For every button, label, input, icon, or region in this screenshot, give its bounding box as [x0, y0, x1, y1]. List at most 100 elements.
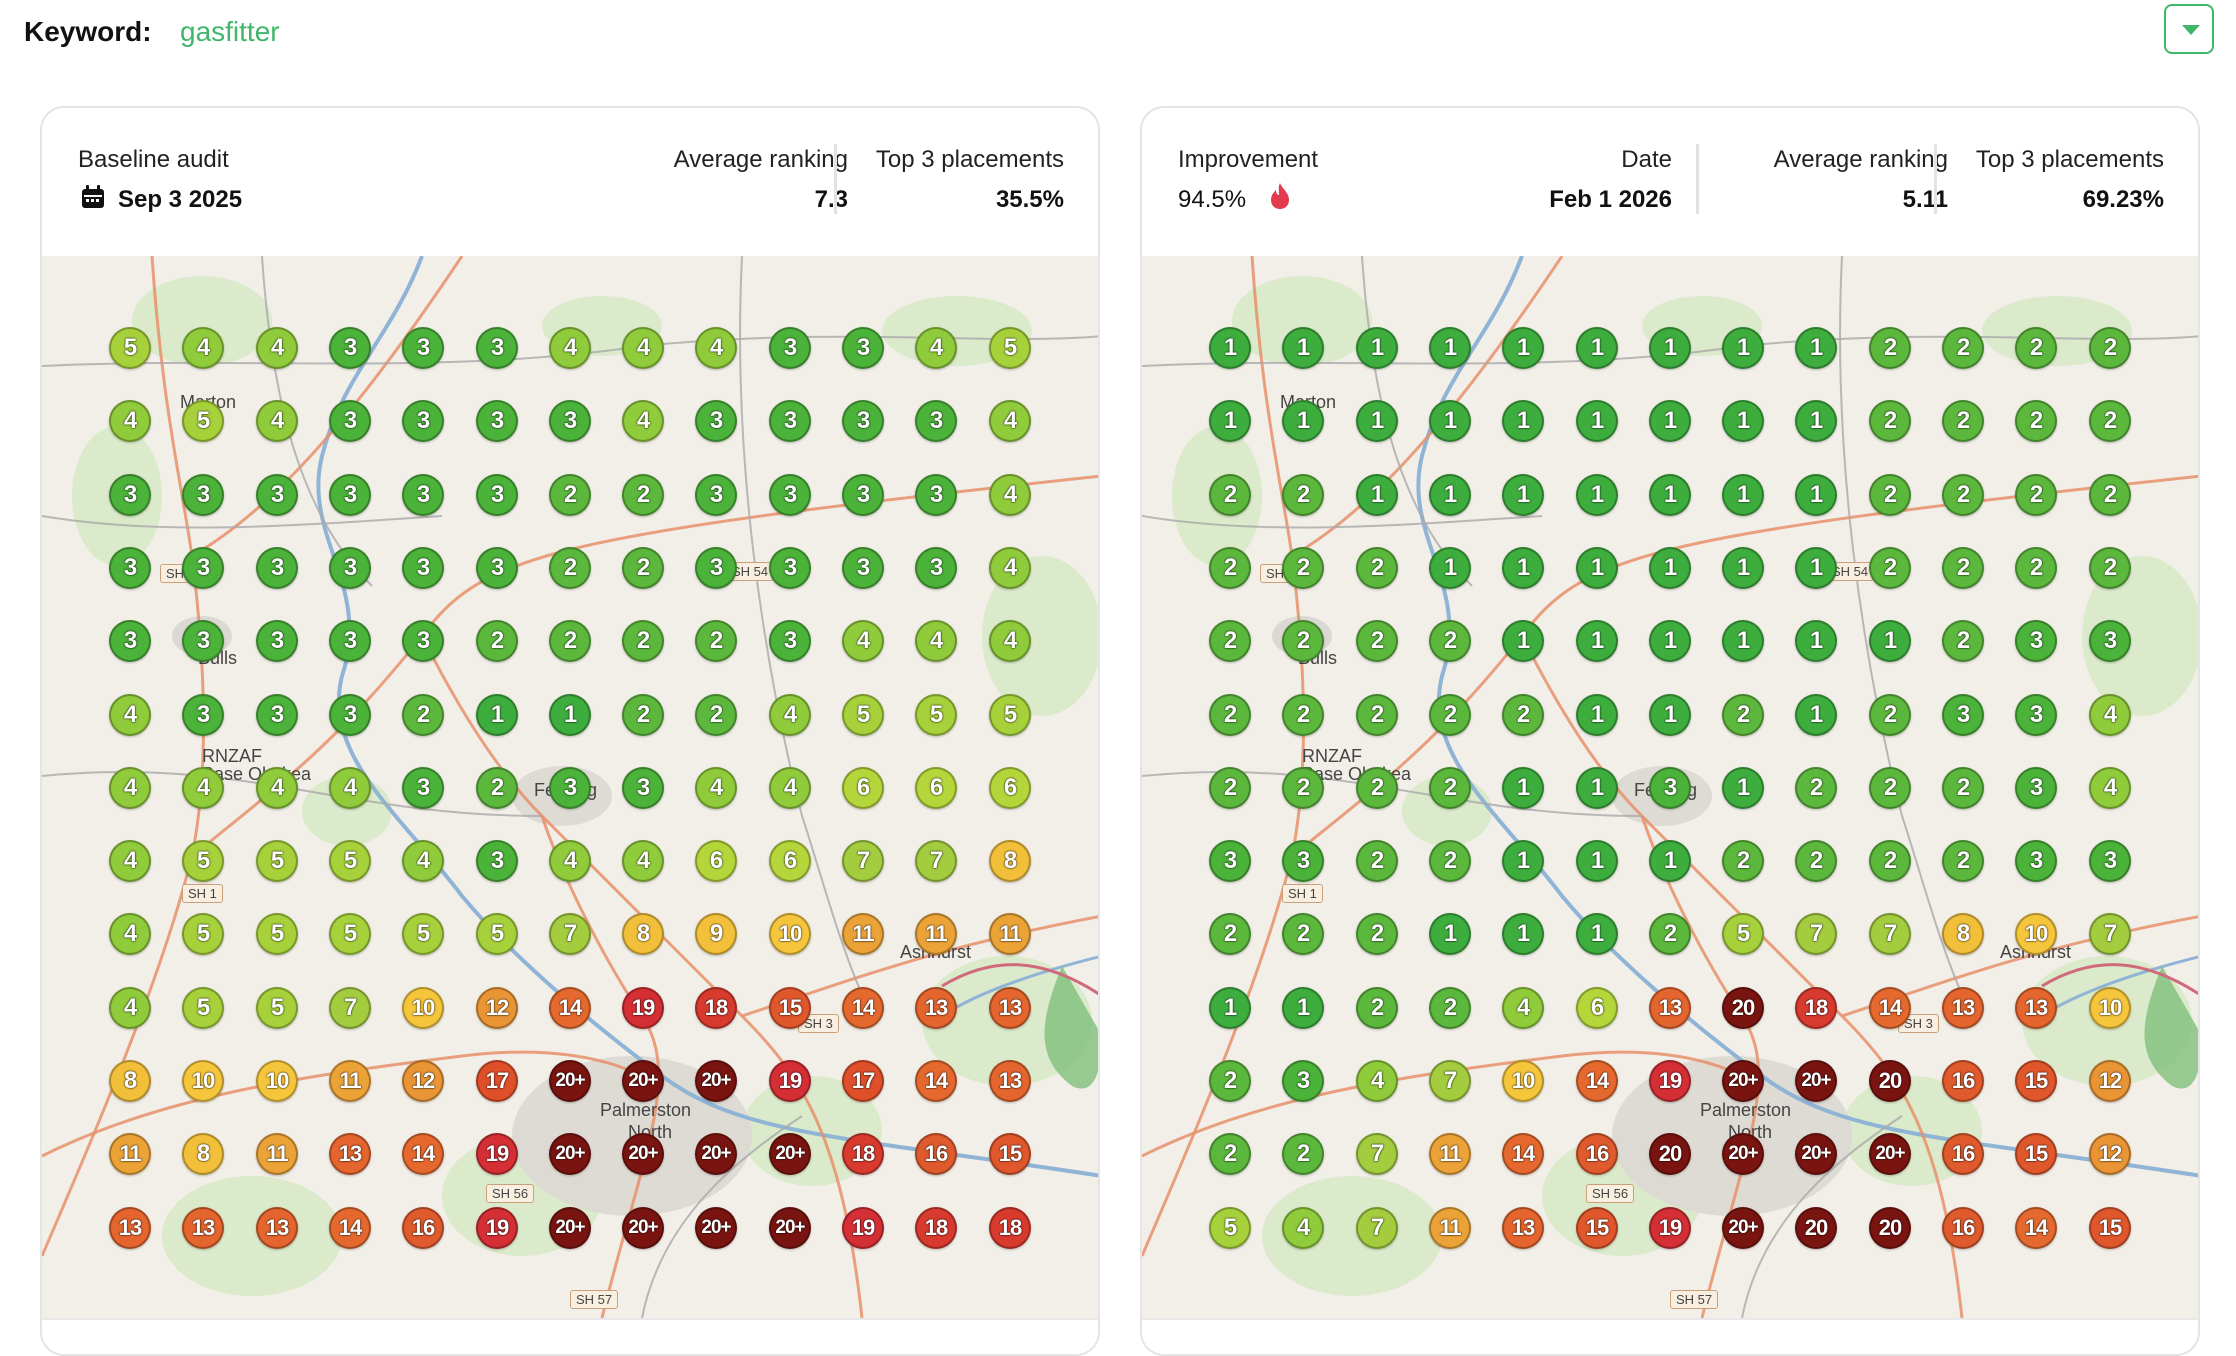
rank-marker[interactable]: 3 [402, 767, 444, 809]
rank-marker[interactable]: 2 [1722, 840, 1764, 882]
rank-marker[interactable]: 2 [1282, 694, 1324, 736]
rank-marker[interactable]: 2 [2015, 547, 2057, 589]
rank-marker[interactable]: 2 [549, 474, 591, 516]
rank-marker[interactable]: 15 [2015, 1060, 2057, 1102]
rank-marker[interactable]: 5 [256, 840, 298, 882]
rank-marker[interactable]: 2 [622, 547, 664, 589]
rank-marker[interactable]: 2 [1869, 694, 1911, 736]
rank-marker[interactable]: 2 [1209, 620, 1251, 662]
rank-marker[interactable]: 2 [1356, 694, 1398, 736]
rank-marker[interactable]: 11 [329, 1060, 371, 1102]
rank-marker[interactable]: 2 [2015, 400, 2057, 442]
rank-marker[interactable]: 3 [769, 327, 811, 369]
rank-marker[interactable]: 20+ [1795, 1060, 1837, 1102]
rank-marker[interactable]: 4 [1356, 1060, 1398, 1102]
rank-marker[interactable]: 10 [769, 913, 811, 955]
rank-marker[interactable]: 20+ [549, 1133, 591, 1175]
rank-marker[interactable]: 6 [1576, 987, 1618, 1029]
rank-marker[interactable]: 3 [329, 474, 371, 516]
rank-marker[interactable]: 5 [1722, 913, 1764, 955]
rank-marker[interactable]: 12 [402, 1060, 444, 1102]
rank-marker[interactable]: 10 [1502, 1060, 1544, 1102]
rank-marker[interactable]: 15 [2015, 1133, 2057, 1175]
rank-marker[interactable]: 12 [2089, 1060, 2131, 1102]
rank-marker[interactable]: 1 [1722, 400, 1764, 442]
rank-marker[interactable]: 11 [256, 1133, 298, 1175]
rank-marker[interactable]: 4 [622, 327, 664, 369]
rank-marker[interactable]: 7 [842, 840, 884, 882]
rank-marker[interactable]: 7 [1356, 1207, 1398, 1249]
rank-marker[interactable]: 6 [842, 767, 884, 809]
rank-marker[interactable]: 2 [1429, 840, 1471, 882]
rank-marker[interactable]: 5 [989, 327, 1031, 369]
rank-marker[interactable]: 1 [1356, 400, 1398, 442]
rank-marker[interactable]: 1 [1282, 327, 1324, 369]
rank-marker[interactable]: 2 [476, 620, 518, 662]
rank-marker[interactable]: 20+ [695, 1133, 737, 1175]
rank-marker[interactable]: 1 [1649, 547, 1691, 589]
rank-marker[interactable]: 1 [1282, 987, 1324, 1029]
keyword-dropdown-button[interactable] [2164, 4, 2214, 54]
rank-marker[interactable]: 2 [1282, 620, 1324, 662]
rank-marker[interactable]: 2 [622, 620, 664, 662]
rank-marker[interactable]: 10 [182, 1060, 224, 1102]
rank-marker[interactable]: 1 [1356, 327, 1398, 369]
rank-marker[interactable]: 3 [695, 474, 737, 516]
rank-marker[interactable]: 5 [329, 913, 371, 955]
rank-marker[interactable]: 19 [1649, 1207, 1691, 1249]
rank-marker[interactable]: 2 [2015, 327, 2057, 369]
rank-marker[interactable]: 2 [1429, 694, 1471, 736]
rank-marker[interactable]: 20+ [622, 1060, 664, 1102]
rank-marker[interactable]: 11 [915, 913, 957, 955]
rank-marker[interactable]: 20+ [695, 1207, 737, 1249]
rank-marker[interactable]: 1 [1722, 620, 1764, 662]
rank-marker[interactable]: 1 [1502, 913, 1544, 955]
rank-marker[interactable]: 13 [329, 1133, 371, 1175]
rank-marker[interactable]: 4 [109, 913, 151, 955]
rank-marker[interactable]: 4 [989, 620, 1031, 662]
rank-marker[interactable]: 1 [1502, 400, 1544, 442]
rank-marker[interactable]: 18 [842, 1133, 884, 1175]
rank-marker[interactable]: 11 [1429, 1207, 1471, 1249]
rank-marker[interactable]: 13 [2015, 987, 2057, 1029]
rank-marker[interactable]: 4 [622, 840, 664, 882]
rank-marker[interactable]: 3 [1282, 840, 1324, 882]
rank-marker[interactable]: 3 [2089, 840, 2131, 882]
rank-marker[interactable]: 20+ [769, 1133, 811, 1175]
rank-marker[interactable]: 4 [915, 620, 957, 662]
rank-marker[interactable]: 3 [402, 327, 444, 369]
rank-marker[interactable]: 13 [1942, 987, 1984, 1029]
rank-marker[interactable]: 19 [769, 1060, 811, 1102]
rank-marker[interactable]: 15 [769, 987, 811, 1029]
rank-marker[interactable]: 3 [182, 474, 224, 516]
rank-marker[interactable]: 13 [989, 1060, 1031, 1102]
rank-marker[interactable]: 1 [1795, 327, 1837, 369]
rank-marker[interactable]: 3 [476, 547, 518, 589]
rank-marker[interactable]: 2 [1429, 767, 1471, 809]
rank-marker[interactable]: 1 [1282, 400, 1324, 442]
rank-marker[interactable]: 20+ [549, 1060, 591, 1102]
rank-marker[interactable]: 4 [989, 400, 1031, 442]
rank-marker[interactable]: 1 [1209, 987, 1251, 1029]
rank-marker[interactable]: 7 [549, 913, 591, 955]
rank-marker[interactable]: 2 [1942, 767, 1984, 809]
rank-marker[interactable]: 2 [1209, 1133, 1251, 1175]
rank-marker[interactable]: 1 [1429, 400, 1471, 442]
rank-marker[interactable]: 2 [1942, 327, 1984, 369]
rank-marker[interactable]: 12 [476, 987, 518, 1029]
rank-marker[interactable]: 2 [1869, 840, 1911, 882]
rank-marker[interactable]: 3 [1209, 840, 1251, 882]
rank-marker[interactable]: 1 [1576, 840, 1618, 882]
rank-marker[interactable]: 14 [329, 1207, 371, 1249]
rank-marker[interactable]: 5 [182, 987, 224, 1029]
rank-marker[interactable]: 3 [2089, 620, 2131, 662]
rank-marker[interactable]: 2 [1356, 987, 1398, 1029]
rank-marker[interactable]: 1 [1502, 327, 1544, 369]
rank-marker[interactable]: 3 [915, 474, 957, 516]
rank-marker[interactable]: 20 [1649, 1133, 1691, 1175]
rank-marker[interactable]: 2 [1942, 474, 1984, 516]
rank-marker[interactable]: 3 [476, 400, 518, 442]
rank-marker[interactable]: 7 [2089, 913, 2131, 955]
rank-marker[interactable]: 7 [329, 987, 371, 1029]
rank-marker[interactable]: 4 [256, 327, 298, 369]
